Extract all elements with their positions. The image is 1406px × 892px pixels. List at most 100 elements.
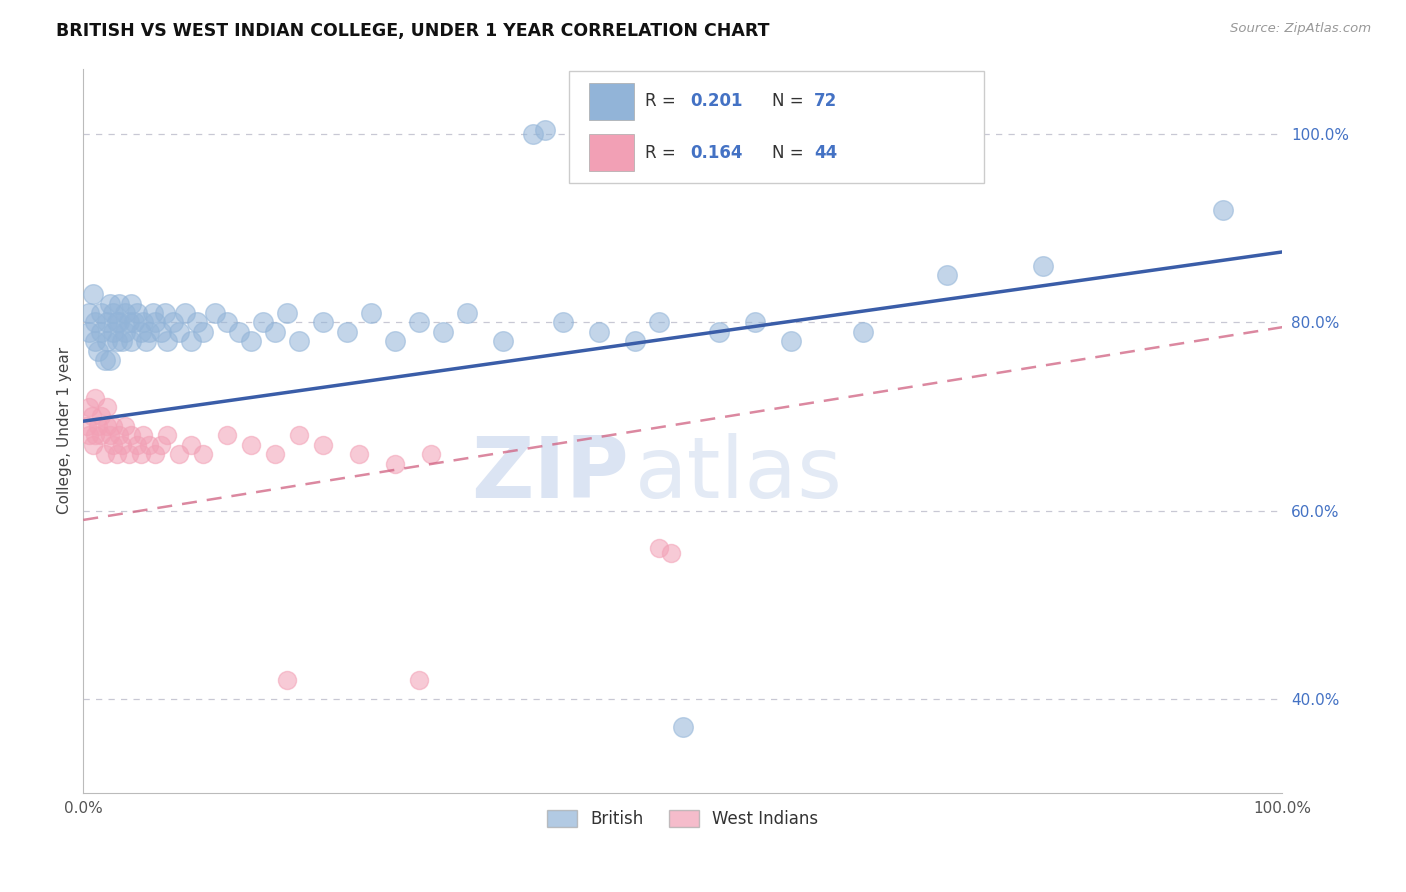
Point	[82, 438, 104, 452]
Point	[217, 428, 239, 442]
Point	[108, 315, 131, 329]
Point	[264, 325, 287, 339]
Point	[522, 128, 544, 142]
Point	[103, 418, 125, 433]
Point	[276, 306, 298, 320]
Point	[707, 325, 730, 339]
Text: 44: 44	[814, 144, 838, 161]
Point	[588, 325, 610, 339]
Point	[114, 306, 136, 320]
Point	[135, 334, 157, 349]
Point	[288, 428, 311, 442]
Point	[204, 306, 226, 320]
Point	[90, 428, 112, 442]
Point	[1032, 259, 1054, 273]
Point	[420, 447, 443, 461]
Point	[86, 343, 108, 358]
Point	[127, 306, 149, 320]
Text: BRITISH VS WEST INDIAN COLLEGE, UNDER 1 YEAR CORRELATION CHART: BRITISH VS WEST INDIAN COLLEGE, UNDER 1 …	[56, 22, 769, 40]
Point	[779, 334, 801, 349]
Point	[228, 325, 250, 339]
Point	[167, 447, 190, 461]
Point	[551, 315, 574, 329]
Point	[114, 418, 136, 433]
Point	[624, 334, 647, 349]
Point	[648, 541, 671, 556]
Point	[534, 122, 557, 136]
Point	[288, 334, 311, 349]
Point	[96, 334, 118, 349]
Point	[492, 334, 515, 349]
Point	[432, 325, 454, 339]
Point	[94, 447, 117, 461]
Point	[96, 315, 118, 329]
Point	[98, 428, 121, 442]
Point	[111, 438, 134, 452]
Point	[129, 325, 152, 339]
Point	[312, 315, 335, 329]
Point	[852, 325, 875, 339]
Point	[156, 428, 179, 442]
Point	[180, 334, 202, 349]
Point	[122, 315, 145, 329]
Point	[143, 447, 166, 461]
Point	[98, 296, 121, 310]
Point	[162, 315, 184, 329]
Point	[82, 287, 104, 301]
Text: 0.164: 0.164	[690, 144, 742, 161]
Point	[79, 400, 101, 414]
Point	[84, 315, 107, 329]
Point	[76, 418, 98, 433]
Point	[114, 325, 136, 339]
Point	[132, 428, 155, 442]
Point	[276, 673, 298, 687]
Point	[79, 325, 101, 339]
Point	[84, 334, 107, 349]
Point	[105, 315, 128, 329]
Point	[120, 428, 142, 442]
Point	[193, 325, 215, 339]
Point	[659, 546, 682, 560]
Point	[96, 400, 118, 414]
Point	[167, 325, 190, 339]
Point	[193, 447, 215, 461]
Point	[103, 306, 125, 320]
Point	[84, 391, 107, 405]
Point	[156, 334, 179, 349]
Point	[384, 457, 406, 471]
Point	[312, 438, 335, 452]
Text: atlas: atlas	[636, 433, 844, 516]
Point	[108, 296, 131, 310]
Point	[252, 315, 274, 329]
Text: ZIP: ZIP	[471, 433, 628, 516]
Point	[347, 447, 370, 461]
Point	[118, 447, 141, 461]
Point	[744, 315, 766, 329]
Legend: British, West Indians: British, West Indians	[541, 804, 825, 835]
Point	[240, 438, 263, 452]
Point	[408, 673, 430, 687]
Point	[98, 353, 121, 368]
Point	[217, 315, 239, 329]
Point	[174, 306, 197, 320]
Point	[264, 447, 287, 461]
Text: 72: 72	[814, 93, 838, 111]
Point	[186, 315, 208, 329]
Text: R =: R =	[645, 93, 682, 111]
Point	[80, 409, 103, 424]
Point	[79, 428, 101, 442]
Point	[129, 447, 152, 461]
Point	[79, 306, 101, 320]
Point	[127, 438, 149, 452]
Point	[120, 296, 142, 310]
Text: N =: N =	[772, 144, 808, 161]
Y-axis label: College, Under 1 year: College, Under 1 year	[58, 347, 72, 514]
Point	[143, 315, 166, 329]
Point	[90, 306, 112, 320]
Point	[180, 438, 202, 452]
Point	[672, 720, 695, 734]
Point	[103, 325, 125, 339]
Point	[648, 315, 671, 329]
Point	[456, 306, 478, 320]
Point	[408, 315, 430, 329]
